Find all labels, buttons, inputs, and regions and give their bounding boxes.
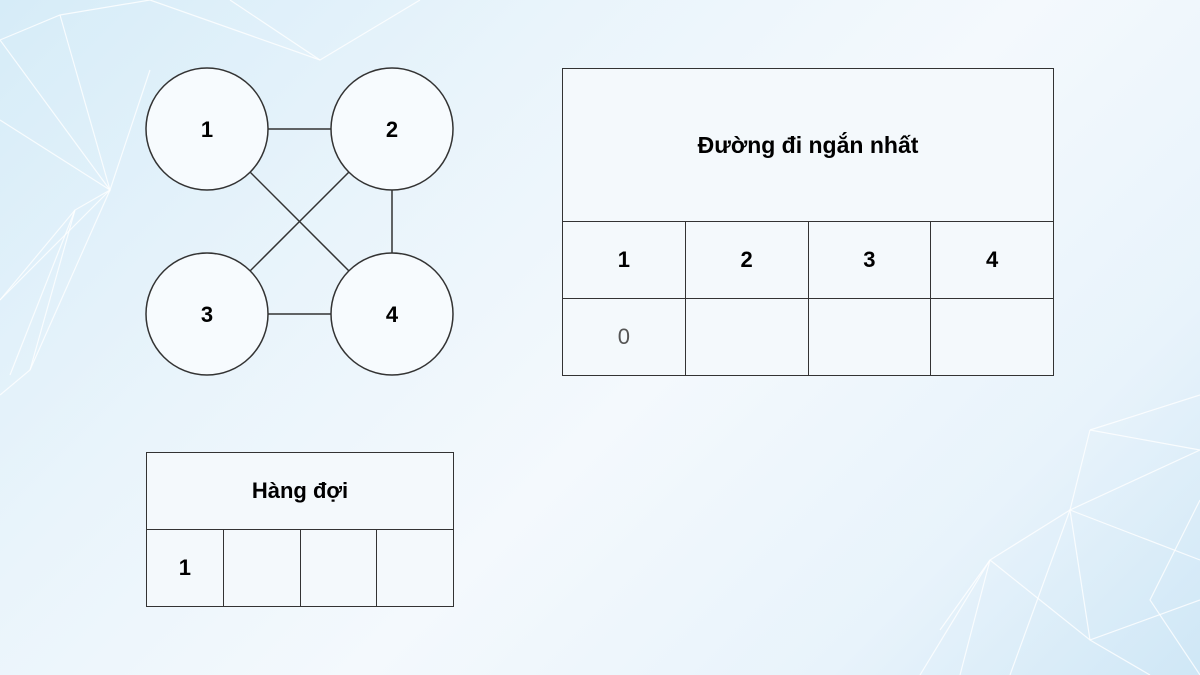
shortest-path-header-4: 4 bbox=[930, 221, 1054, 299]
shortest-path-header-1: 1 bbox=[562, 221, 686, 299]
queue-table: Hàng đợi 1 bbox=[146, 452, 454, 607]
queue-cell-2 bbox=[222, 529, 301, 607]
node-label-1: 1 bbox=[201, 117, 213, 142]
shortest-path-value-2 bbox=[684, 298, 809, 376]
node-4: 4 bbox=[330, 252, 454, 376]
shortest-path-value-4 bbox=[930, 298, 1054, 376]
node-2: 2 bbox=[330, 67, 454, 191]
shortest-path-value-3 bbox=[807, 298, 932, 376]
node-circle-2 bbox=[330, 67, 454, 191]
shortest-path-title: Đường đi ngắn nhất bbox=[562, 68, 1054, 222]
shortest-path-table: Đường đi ngắn nhất 1 2 3 4 0 bbox=[562, 68, 1054, 376]
queue-cell-4 bbox=[376, 529, 454, 607]
node-circle-1 bbox=[145, 67, 269, 191]
node-label-3: 3 bbox=[201, 302, 213, 327]
node-3: 3 bbox=[145, 252, 269, 376]
shortest-path-header-3: 3 bbox=[807, 221, 932, 299]
node-circle-3 bbox=[145, 252, 269, 376]
node-label-2: 2 bbox=[386, 117, 398, 142]
queue-cell-3 bbox=[299, 529, 378, 607]
node-1: 1 bbox=[145, 67, 269, 191]
shortest-path-header-2: 2 bbox=[684, 221, 809, 299]
node-label-4: 4 bbox=[386, 302, 399, 327]
queue-title: Hàng đợi bbox=[146, 452, 454, 530]
queue-cell-1: 1 bbox=[146, 529, 224, 607]
shortest-path-value-1: 0 bbox=[562, 298, 686, 376]
node-circle-4 bbox=[330, 252, 454, 376]
